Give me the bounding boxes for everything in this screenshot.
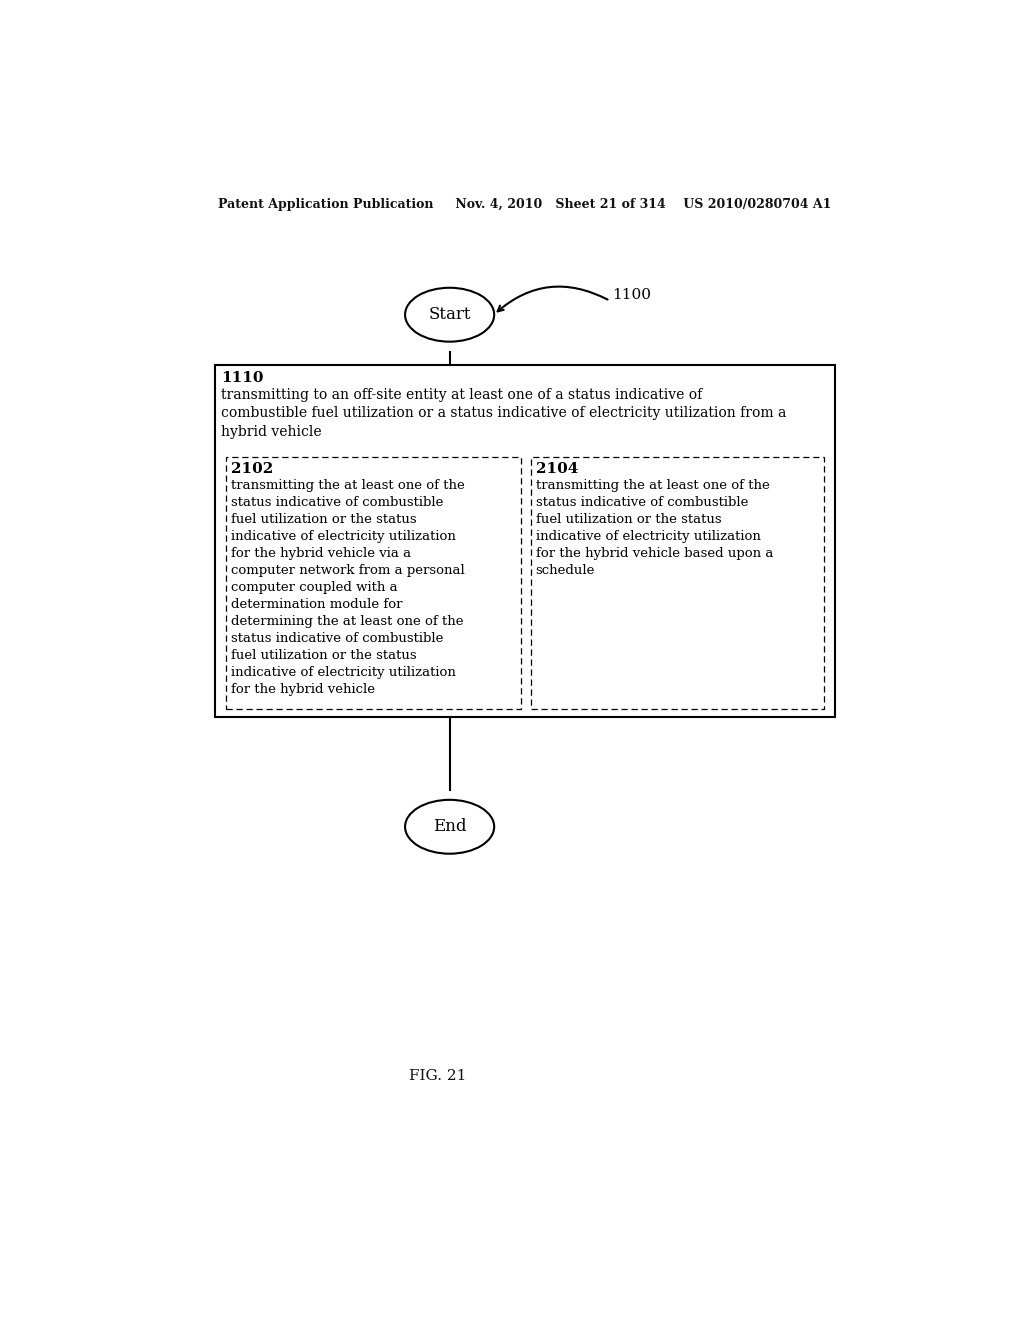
Text: FIG. 21: FIG. 21 <box>410 1069 467 1084</box>
Text: 2104: 2104 <box>536 462 578 475</box>
Text: transmitting the at least one of the
status indicative of combustible
fuel utili: transmitting the at least one of the sta… <box>231 479 465 696</box>
Text: 1100: 1100 <box>612 289 651 302</box>
Text: End: End <box>433 818 466 836</box>
Bar <box>531 457 824 709</box>
Bar <box>226 457 521 709</box>
Text: transmitting to an off-site entity at least one of a status indicative of
combus: transmitting to an off-site entity at le… <box>221 388 786 438</box>
Text: 1110: 1110 <box>221 371 263 385</box>
Text: 2102: 2102 <box>231 462 273 475</box>
Text: transmitting the at least one of the
status indicative of combustible
fuel utili: transmitting the at least one of the sta… <box>536 479 773 577</box>
Bar <box>215 364 835 717</box>
Text: Start: Start <box>428 306 471 323</box>
Text: Patent Application Publication     Nov. 4, 2010   Sheet 21 of 314    US 2010/028: Patent Application Publication Nov. 4, 2… <box>218 198 831 211</box>
